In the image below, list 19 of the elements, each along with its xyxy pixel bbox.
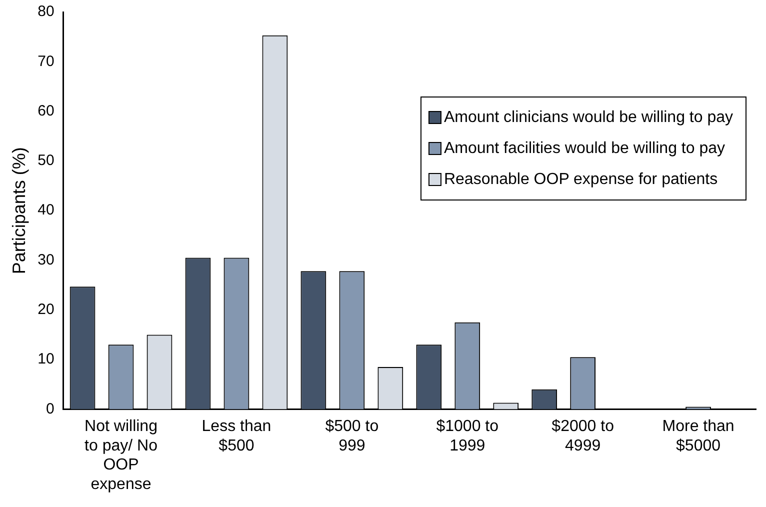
x-tick-label: $2000 to 4999 (552, 418, 614, 454)
y-tick-label: 50 (38, 152, 54, 170)
x-tick-label: More than $5000 (662, 418, 734, 454)
y-tick-label: 60 (38, 102, 54, 120)
legend-label: Reasonable OOP expense for patients (444, 170, 718, 188)
x-tick-label: $1000 to 1999 (436, 418, 499, 454)
x-tick-label: $500 to 999 (325, 418, 379, 454)
legend-label: Amount facilities would be willing to pay (444, 140, 725, 157)
y-tick-label: 80 (38, 3, 54, 20)
y-tick-label: 70 (38, 52, 54, 70)
x-tick-label: Less than $500 (202, 418, 272, 454)
y-tick-label: 10 (38, 350, 54, 368)
y-axis-title: Participants (%) (8, 147, 29, 274)
y-tick-label: 0 (46, 400, 54, 418)
y-tick-label: 20 (38, 301, 54, 318)
legend-label: Amount clinicians would be willing to pay (444, 108, 734, 126)
y-tick-label: 40 (38, 202, 54, 219)
y-tick-label: 30 (38, 251, 54, 268)
x-tick-label: Not willing to pay/ No OOP expense (84, 418, 158, 493)
